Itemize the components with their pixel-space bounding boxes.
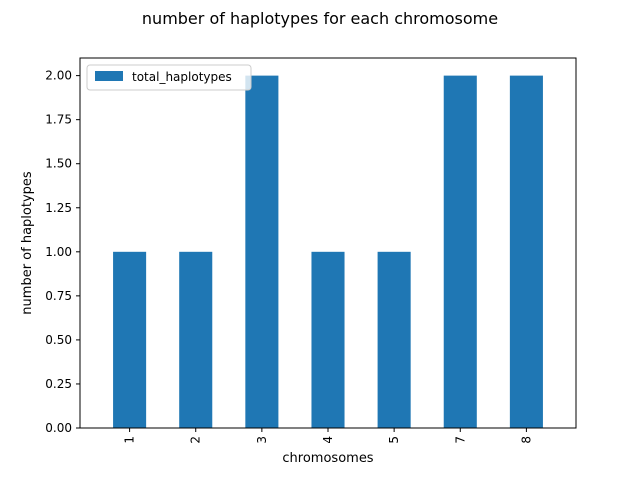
bar-chr-3 — [245, 75, 279, 428]
x-tick-label: 2 — [189, 436, 203, 444]
x-tick-label: 3 — [255, 436, 269, 444]
bar-chr-1 — [113, 251, 147, 428]
bar-chr-7 — [443, 75, 477, 428]
bar-chr-2 — [179, 251, 213, 428]
chart-title: number of haplotypes for each chromosome — [142, 9, 498, 28]
legend: total_haplotypes — [86, 64, 252, 91]
legend-label: total_haplotypes — [132, 70, 232, 84]
y-tick-label: 0.00 — [45, 421, 72, 435]
y-tick-label: 0.50 — [45, 333, 72, 347]
y-tick-label: 1.25 — [45, 201, 72, 215]
x-tick-label: 1 — [123, 436, 137, 444]
bar-chr-8 — [509, 75, 543, 428]
x-tick-label: 4 — [321, 436, 335, 444]
x-tick-label: 5 — [387, 436, 401, 444]
x-axis-label: chromosomes — [282, 451, 373, 466]
y-tick-label: 0.75 — [45, 289, 72, 303]
y-tick-label: 1.50 — [45, 157, 72, 171]
bar-chr-4 — [311, 251, 345, 428]
x-tick-label: 7 — [453, 436, 467, 444]
legend-box — [86, 64, 252, 91]
x-tick-label: 8 — [519, 436, 533, 444]
bar-chr-5 — [377, 251, 411, 428]
y-tick-label: 2.00 — [45, 69, 72, 83]
axes-frame — [79, 57, 577, 429]
y-tick-label: 0.25 — [45, 377, 72, 391]
plot-area: 1 2 3 4 5 7 8 0.00 0.25 0.50 0.75 1.00 1.25 1.50 1.75 2… — [45, 69, 543, 444]
y-axis-label: number of haplotypes — [20, 171, 35, 315]
legend-swatch — [95, 71, 123, 81]
y-tick-label: 1.75 — [45, 113, 72, 127]
y-tick-label: 1.00 — [45, 245, 72, 259]
